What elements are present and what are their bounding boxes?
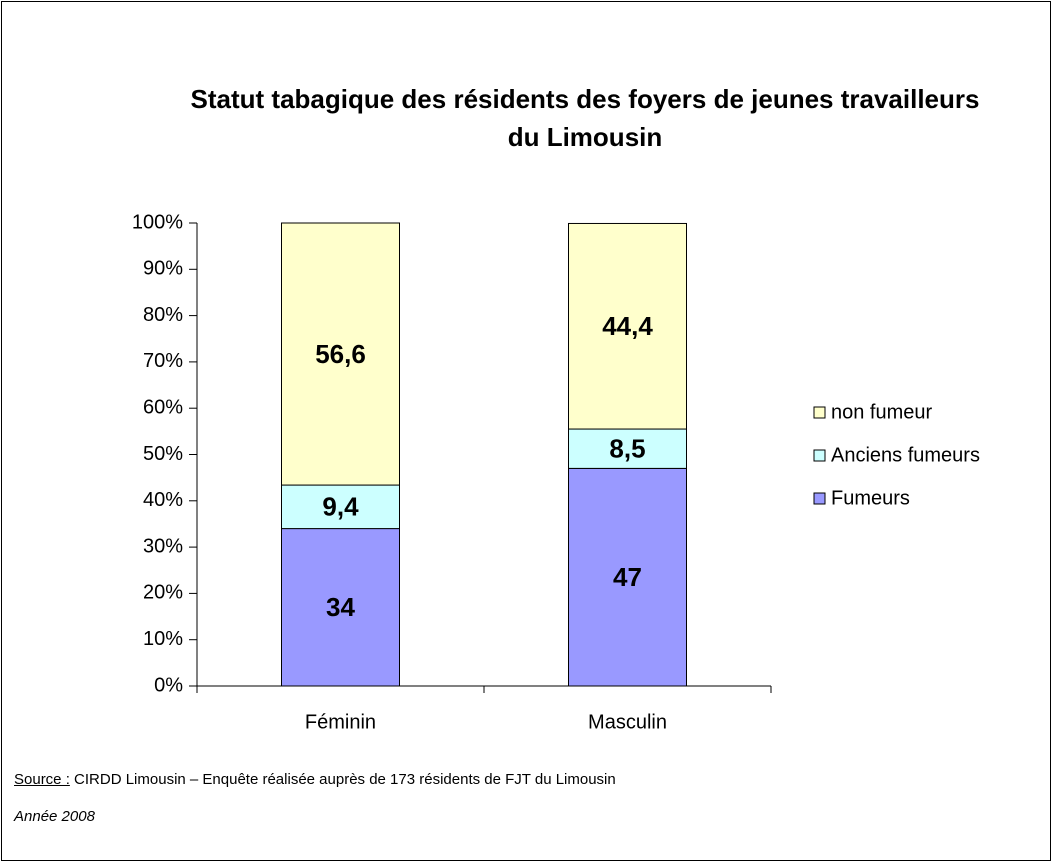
bar-segment xyxy=(568,222,687,430)
legend-swatch xyxy=(813,492,826,505)
legend-swatch xyxy=(813,406,826,419)
x-tick-label: Masculin xyxy=(588,711,667,733)
y-tick-label: 80% xyxy=(143,304,183,326)
data-label: 44,4 xyxy=(602,311,653,341)
bar-segment xyxy=(281,222,400,486)
bar-segment xyxy=(281,484,400,530)
bar-segment xyxy=(568,428,687,469)
legend-label: non fumeur xyxy=(831,401,933,423)
legend-label: Anciens fumeurs xyxy=(831,444,980,466)
data-label: 47 xyxy=(613,562,642,592)
x-tick-label: Féminin xyxy=(305,711,376,733)
legend-label: Fumeurs xyxy=(831,487,910,509)
y-tick-label: 20% xyxy=(143,582,183,604)
y-tick-label: 100% xyxy=(132,211,183,233)
y-tick-label: 90% xyxy=(143,258,183,280)
y-tick-label: 30% xyxy=(143,535,183,557)
y-tick-label: 50% xyxy=(143,443,183,465)
y-tick-label: 60% xyxy=(143,396,183,418)
legend-swatch xyxy=(813,449,826,462)
y-tick-label: 40% xyxy=(143,489,183,511)
bar-segment xyxy=(281,528,400,687)
source-label: Source : xyxy=(14,771,70,788)
y-tick-label: 0% xyxy=(154,674,183,696)
data-label: 9,4 xyxy=(322,492,359,522)
bar-segment xyxy=(568,467,687,687)
chart-title: Statut tabagique des résidents des foyer… xyxy=(190,84,980,152)
year-note: Année 2008 xyxy=(14,808,95,825)
y-tick-label: 10% xyxy=(143,628,183,650)
data-label: 56,6 xyxy=(315,339,366,369)
y-tick-label: 70% xyxy=(143,350,183,372)
data-label: 34 xyxy=(326,592,355,622)
source-line: Source : CIRDD Limousin – Enquête réalis… xyxy=(14,771,616,788)
data-label: 8,5 xyxy=(609,434,645,464)
source-text: CIRDD Limousin – Enquête réalisée auprès… xyxy=(74,771,616,788)
